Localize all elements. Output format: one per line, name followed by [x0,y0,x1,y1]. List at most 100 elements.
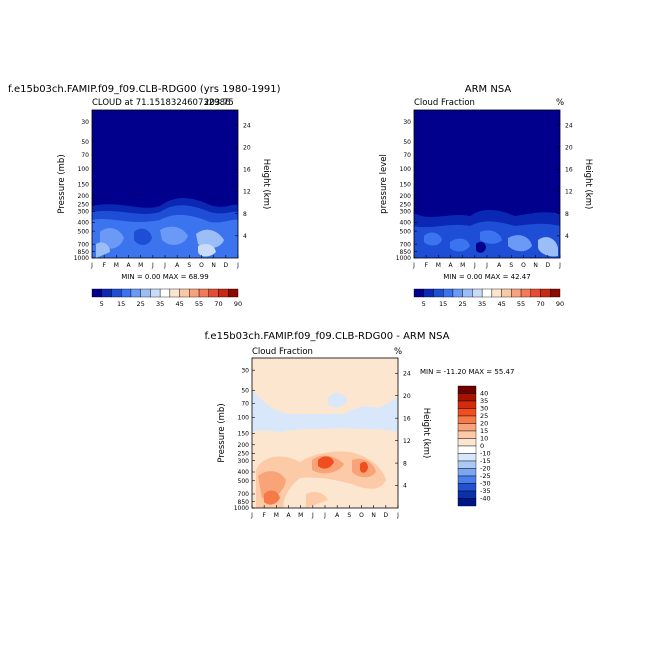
colorbar-label: 35 [156,300,164,308]
month-tick-label: J [485,262,488,269]
month-tick-label: O [521,262,526,269]
colorbar-swatch [457,430,477,439]
colorbar-swatch [150,288,161,298]
month-tick-label: S [187,262,191,269]
month-tick-label: A [448,262,453,269]
svg-text:pressure level: pressure level [379,154,389,214]
pressure-tick-label: 100 [78,166,90,173]
colorbar-swatch [179,288,190,298]
panel-diff-subtitle-right: % [394,347,402,357]
pressure-tick-label: 150 [238,431,250,438]
month-tick-label: O [359,512,364,519]
colorbar-label: 15 [439,300,447,308]
colorbar-label: 25 [480,412,488,420]
colorbar-label: 45 [175,300,183,308]
colorbar-swatch [208,288,219,298]
pressure-tick-label: 150 [400,182,412,189]
colorbar-swatch [540,288,551,298]
colorbar-swatch [457,445,477,454]
pressure-tick-label: 70 [403,152,411,159]
colorbar-label: 35 [480,397,488,405]
pressure-tick-label: 200 [238,442,250,449]
colorbar-swatch [530,288,541,298]
month-tick-label: F [424,262,428,269]
colorbar-swatch [457,460,477,469]
month-tick-label: O [199,262,204,269]
panel-obs-y-right-label: Height (km) [583,159,593,210]
pressure-tick-label: 30 [81,119,89,126]
pressure-tick-label: 50 [81,139,89,146]
colorbar-swatch [457,408,477,417]
panel-model-subtitle: CLOUD at 71.151832460732986 [92,98,230,108]
panel-model-minmax: MIN = 0.00 MAX = 68.99 [121,273,208,281]
pressure-tick-label: 850 [78,249,90,256]
month-tick-label: M [138,262,143,269]
month-tick-label: J [236,262,239,269]
pressure-tick-label: 1000 [74,255,89,262]
panel-model: f.e15b03ch.FAMIP.f09_f09.CLB-RDG00 (yrs … [8,84,281,308]
colorbar-label: -35 [480,487,491,495]
colorbar-swatch [472,288,483,298]
colorbar-label: 55 [517,300,525,308]
height-tick-label: 16 [403,415,411,422]
colorbar-label: -15 [480,457,491,465]
colorbar-swatch [550,288,561,298]
panel-obs-height-ticks: 24 20 16 12 8 4 [557,122,573,240]
height-tick-label: 8 [243,211,247,218]
colorbar-swatch [111,288,122,298]
pressure-tick-label: 150 [78,182,90,189]
height-tick-label: 4 [565,233,569,240]
panel-obs-subtitle-right: % [556,98,564,108]
pressure-tick-label: 500 [400,228,412,235]
month-tick-label: M [460,262,465,269]
colorbar-label: 10 [480,435,488,443]
colorbar-swatch [457,453,477,462]
month-tick-label: J [163,262,166,269]
colorbar-swatch [457,483,477,492]
colorbar-swatch [189,288,200,298]
colorbar-swatch [511,288,522,298]
month-tick-label: D [546,262,551,269]
month-tick-label: J [396,512,399,519]
month-tick-label: A [497,262,502,269]
svg-text:Pressure (mb): Pressure (mb) [217,403,227,462]
colorbar-swatch [120,288,132,298]
pressure-tick-label: 30 [241,367,249,374]
month-tick-label: J [311,512,314,519]
pressure-tick-label: 250 [238,451,250,458]
panel-model-colorbar: 5 15 25 35 45 55 70 90 [91,288,242,308]
pressure-tick-label: 400 [400,220,412,227]
panel-diff-height-ticks: 24 20 16 12 8 4 [395,370,411,490]
pressure-tick-label: 700 [400,241,412,248]
colorbar-swatch [457,393,477,402]
svg-text:Height (km): Height (km) [583,159,593,210]
pressure-tick-label: 30 [403,119,411,126]
colorbar-label: -30 [480,480,491,488]
colorbar-swatch [101,288,112,298]
colorbar-label: 70 [214,300,222,308]
pressure-tick-label: 850 [238,499,250,506]
panel-obs-title: ARM NSA [465,84,512,95]
colorbar-swatch [520,288,531,298]
colorbar-swatch [228,288,239,298]
colorbar-swatch [462,288,473,298]
month-tick-label: A [126,262,131,269]
panel-model-title: f.e15b03ch.FAMIP.f09_f09.CLB-RDG00 (yrs … [8,84,281,95]
pressure-tick-label: 850 [400,249,412,256]
height-tick-label: 4 [243,233,247,240]
pressure-tick-label: 1000 [396,255,411,262]
month-tick-label: F [102,262,106,269]
colorbar-swatch [452,288,463,298]
colorbar-swatch [91,288,102,298]
height-tick-label: 4 [403,483,407,490]
colorbar-swatch [159,288,171,298]
colorbar-swatch [457,475,477,484]
month-tick-label: J [412,262,415,269]
colorbar-label: 70 [536,300,544,308]
